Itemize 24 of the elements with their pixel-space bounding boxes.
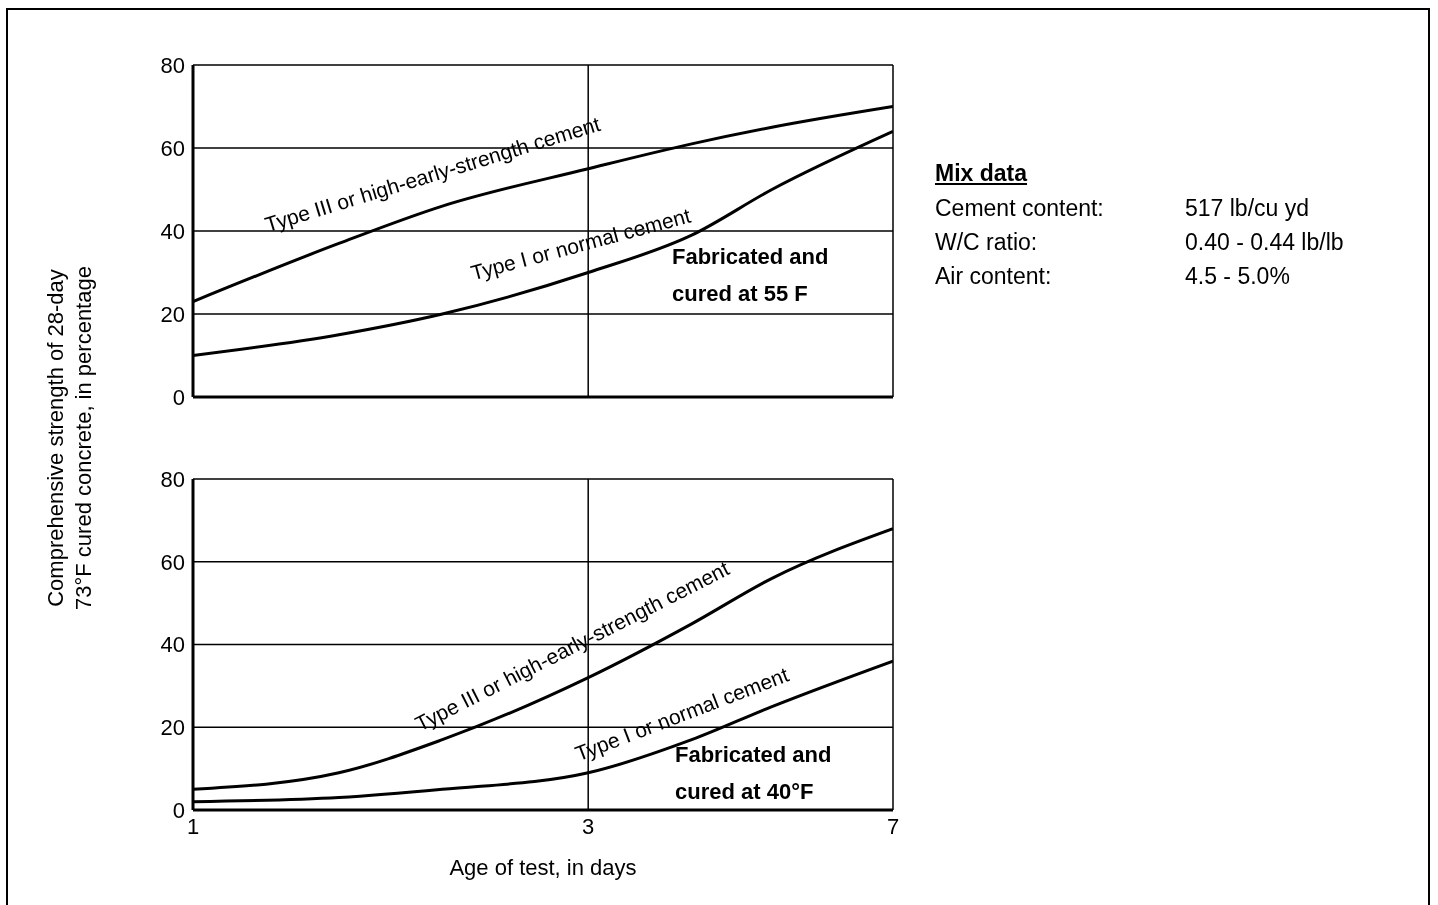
x-tick-label: 7 xyxy=(886,813,900,839)
annotation: Fabricated and cured at 55 F xyxy=(672,243,830,308)
text: Mix data xyxy=(935,160,1029,187)
y-tick-label: 80 xyxy=(160,52,185,78)
text: 517 lb/cu yd xyxy=(1185,194,1310,223)
y-tick-label: 80 xyxy=(160,466,185,492)
x-axis-title: Age of test, in days xyxy=(448,855,638,881)
x-tick-label: 1 xyxy=(186,813,200,839)
y-tick-label: 20 xyxy=(160,301,185,327)
y-tick-label: 60 xyxy=(160,135,185,161)
text: Cement content: xyxy=(935,194,1105,223)
y-tick-label: 40 xyxy=(160,632,185,658)
annotation: Fabricated and cured at 40°F xyxy=(675,741,833,806)
y-tick-label: 60 xyxy=(160,549,185,575)
text: 0.40 - 0.44 lb/lb xyxy=(1185,228,1344,257)
y-tick-label: 0 xyxy=(172,797,185,823)
x-tick-label: 3 xyxy=(582,813,595,839)
y-tick-label: 40 xyxy=(160,218,185,244)
y-tick-label: 20 xyxy=(160,715,185,741)
y-axis-title: Comprehensive strength of 28-day 73°F cured concrete, in percentage xyxy=(42,265,97,612)
text: Air content: xyxy=(935,262,1053,291)
text: W/C ratio: xyxy=(935,228,1039,257)
text: 4.5 - 5.0% xyxy=(1185,262,1290,291)
y-tick-label: 0 xyxy=(172,384,185,410)
